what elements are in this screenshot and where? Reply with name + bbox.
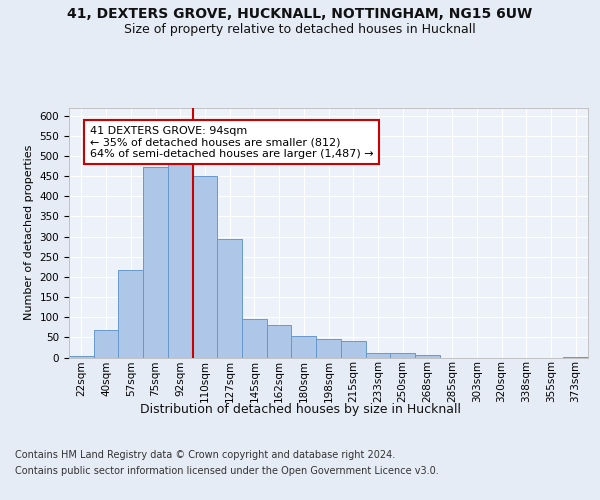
Bar (292, 336, 316, 357)
Bar (69, 356, 94, 358)
Bar (341, 340, 365, 357)
Bar (316, 338, 341, 357)
Bar (242, 319, 267, 358)
Text: Contains HM Land Registry data © Crown copyright and database right 2024.: Contains HM Land Registry data © Crown c… (15, 450, 395, 460)
Y-axis label: Number of detached properties: Number of detached properties (24, 145, 34, 320)
Bar (193, 176, 217, 358)
Text: Size of property relative to detached houses in Hucknall: Size of property relative to detached ho… (124, 22, 476, 36)
Bar (267, 325, 292, 358)
Text: 41 DEXTERS GROVE: 94sqm
← 35% of detached houses are smaller (812)
64% of semi-d: 41 DEXTERS GROVE: 94sqm ← 35% of detache… (90, 126, 374, 159)
Bar (365, 353, 390, 358)
Bar (168, 164, 193, 358)
Bar (415, 356, 440, 358)
Text: Distribution of detached houses by size in Hucknall: Distribution of detached houses by size … (139, 402, 461, 415)
Text: Contains public sector information licensed under the Open Government Licence v3: Contains public sector information licen… (15, 466, 439, 476)
Bar (390, 353, 415, 358)
Bar (217, 238, 242, 358)
Bar (143, 167, 168, 358)
Text: 41, DEXTERS GROVE, HUCKNALL, NOTTINGHAM, NG15 6UW: 41, DEXTERS GROVE, HUCKNALL, NOTTINGHAM,… (67, 8, 533, 22)
Bar (94, 330, 118, 357)
Bar (563, 356, 588, 358)
Bar (118, 270, 143, 358)
